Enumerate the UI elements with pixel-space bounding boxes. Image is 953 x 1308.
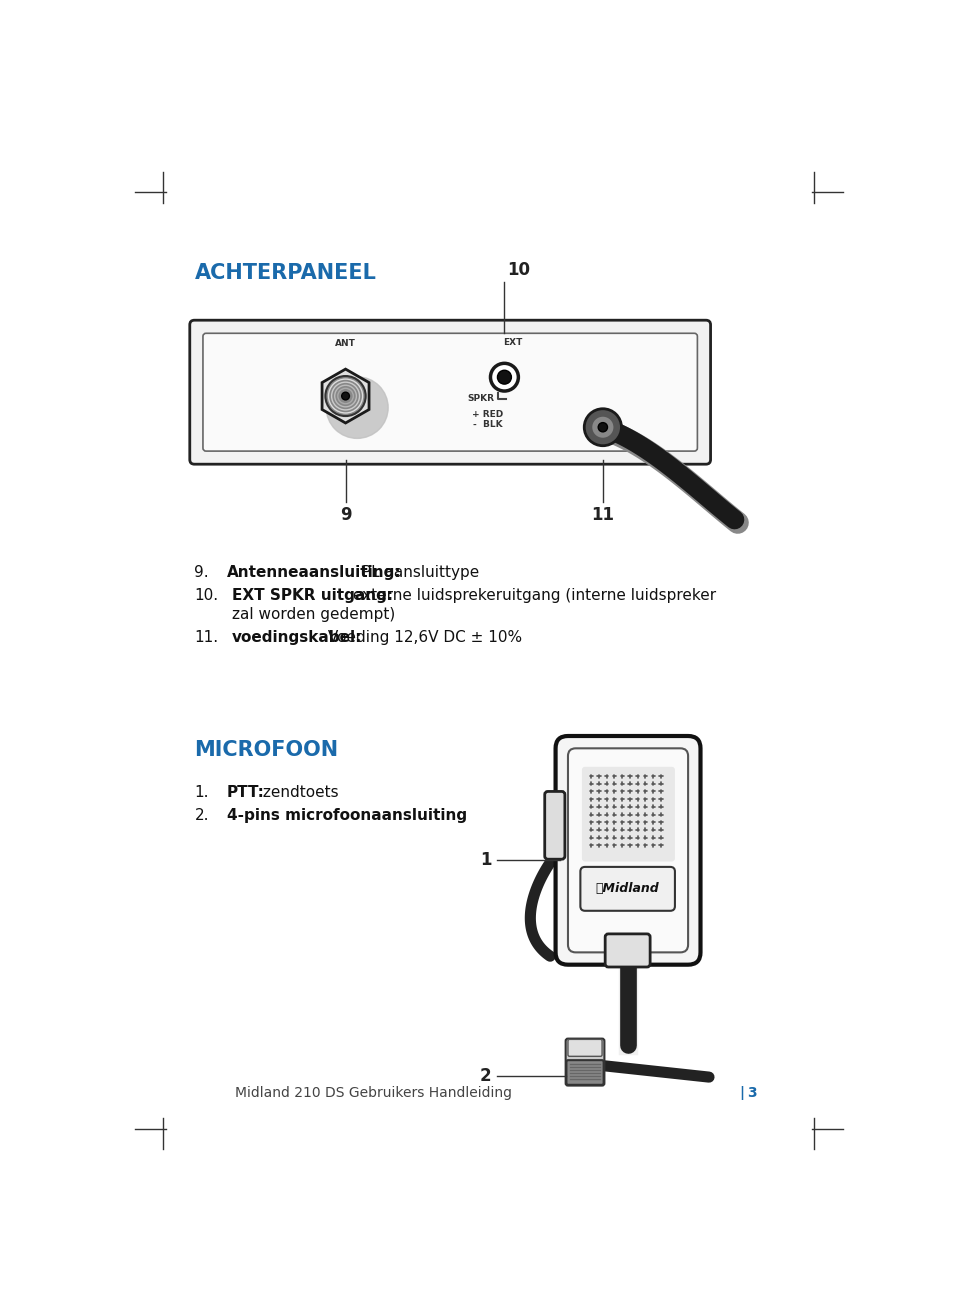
FancyBboxPatch shape [190, 320, 710, 464]
Text: 1: 1 [479, 852, 491, 869]
FancyBboxPatch shape [566, 1061, 603, 1084]
Text: 10: 10 [507, 260, 530, 279]
Circle shape [497, 370, 511, 385]
FancyBboxPatch shape [567, 1040, 601, 1057]
Circle shape [341, 392, 349, 400]
Text: externe luidsprekeruitgang (interne luidspreker: externe luidsprekeruitgang (interne luid… [348, 589, 716, 603]
Polygon shape [322, 369, 369, 422]
Circle shape [591, 416, 614, 438]
Text: zal worden gedempt): zal worden gedempt) [232, 607, 395, 621]
FancyBboxPatch shape [555, 736, 700, 965]
Text: zendtoets: zendtoets [257, 785, 338, 799]
FancyBboxPatch shape [565, 1039, 604, 1086]
Text: EXT SPKR uitgang:: EXT SPKR uitgang: [232, 589, 393, 603]
Text: ACHTERPANEEL: ACHTERPANEEL [194, 263, 375, 284]
Text: Midland 210 DS Gebruikers Handleiding: Midland 210 DS Gebruikers Handleiding [235, 1087, 512, 1100]
Text: -  BLK: - BLK [473, 420, 502, 429]
Circle shape [583, 408, 620, 446]
Text: 4-pins microfoonaansluiting: 4-pins microfoonaansluiting [227, 807, 467, 823]
Text: 9: 9 [339, 506, 351, 523]
Text: 2: 2 [479, 1066, 491, 1084]
FancyBboxPatch shape [203, 334, 697, 451]
Circle shape [490, 364, 517, 391]
FancyBboxPatch shape [579, 867, 674, 910]
Circle shape [598, 422, 607, 432]
Text: 1.: 1. [194, 785, 209, 799]
Text: + RED: + RED [471, 409, 502, 419]
Text: |: | [739, 1087, 743, 1100]
FancyBboxPatch shape [544, 791, 564, 859]
Text: PL aansluittype: PL aansluittype [356, 565, 479, 579]
FancyBboxPatch shape [567, 748, 687, 952]
Text: ANT: ANT [335, 339, 355, 348]
Text: voedingskabel:: voedingskabel: [232, 629, 361, 645]
Text: 2.: 2. [194, 807, 209, 823]
Text: 9.: 9. [194, 565, 209, 579]
Text: ⓂMidland: ⓂMidland [596, 883, 659, 896]
Circle shape [325, 375, 365, 416]
Text: 11: 11 [591, 506, 614, 523]
Text: EXT: EXT [502, 337, 521, 347]
FancyBboxPatch shape [581, 766, 674, 862]
Text: 10.: 10. [194, 589, 218, 603]
Text: Antenneaansluiting:: Antenneaansluiting: [227, 565, 401, 579]
FancyBboxPatch shape [604, 934, 649, 967]
Text: MICROFOON: MICROFOON [194, 740, 338, 760]
Text: Voeding 12,6V DC ± 10%: Voeding 12,6V DC ± 10% [323, 629, 521, 645]
Text: PTT:: PTT: [227, 785, 265, 799]
Text: 3: 3 [746, 1087, 756, 1100]
Ellipse shape [326, 377, 388, 438]
Text: 11.: 11. [194, 629, 218, 645]
Text: SPKR: SPKR [467, 394, 494, 403]
